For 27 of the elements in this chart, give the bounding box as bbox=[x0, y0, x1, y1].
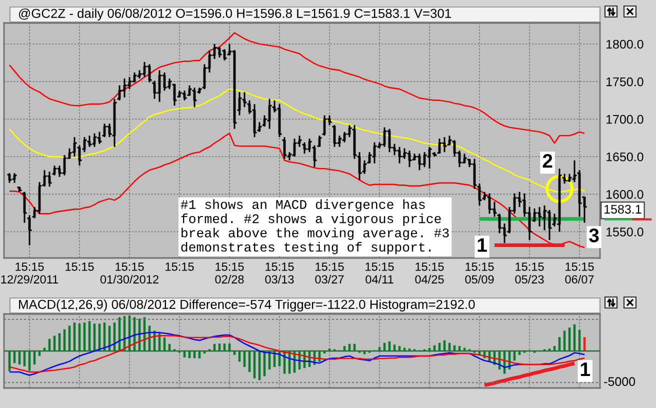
y-tick-label: 1750.0 bbox=[606, 77, 644, 86]
chart-title: @GC2Z - daily 06/08/2012 O=1596.0 H=1596.8 L=1561.9 C=1583.1 V=301 bbox=[19, 8, 451, 21]
x-tick-label: 15:15 02/28 bbox=[215, 262, 244, 284]
x-tick-label: 15:15 06/07 bbox=[565, 262, 594, 284]
chart-title: MACD(12,26,9) 06/08/2012 Difference=-574 Trigger=-1122.0 Histogram=2192.0 bbox=[19, 299, 475, 312]
annotation: 1 bbox=[478, 238, 487, 252]
x-tick-label: 15:15 bbox=[166, 262, 194, 271]
x-tick-label: 15:15 12/29/2011 bbox=[1, 262, 58, 284]
x-tick-label: 15:15 05/09 bbox=[465, 262, 494, 284]
text: -5000 bbox=[604, 377, 636, 386]
text: 1583.1 bbox=[604, 204, 642, 214]
x-tick-label: 15:15 03/13 bbox=[265, 262, 294, 284]
x-tick-label: 15:15 01/30/2012 bbox=[100, 262, 158, 284]
x-tick-label: 15:15 04/25 bbox=[415, 262, 444, 284]
annotation: 2 bbox=[542, 154, 552, 168]
x-tick-label: 15:15 bbox=[66, 262, 94, 271]
annotation: #1 shows an MACD divergence has formed. #2 shows a vigorous price break above the moving average. #3 demonstrates testing of support. bbox=[180, 199, 449, 254]
annotation: 1 bbox=[580, 362, 590, 376]
x-tick-label: 15:15 05/23 bbox=[515, 262, 544, 284]
text: 3 bbox=[589, 228, 599, 242]
x-tick-label: 15:15 04/11 bbox=[366, 262, 394, 284]
y-tick-label: 1700.0 bbox=[606, 114, 644, 124]
x-tick-label: 15:15 03/27 bbox=[315, 262, 344, 284]
y-tick-label: 1800.0 bbox=[606, 40, 644, 49]
y-tick-label: 1600.0 bbox=[606, 190, 644, 199]
y-tick-label: 1650.0 bbox=[606, 152, 644, 162]
y-tick-label: 1550.0 bbox=[606, 228, 644, 236]
